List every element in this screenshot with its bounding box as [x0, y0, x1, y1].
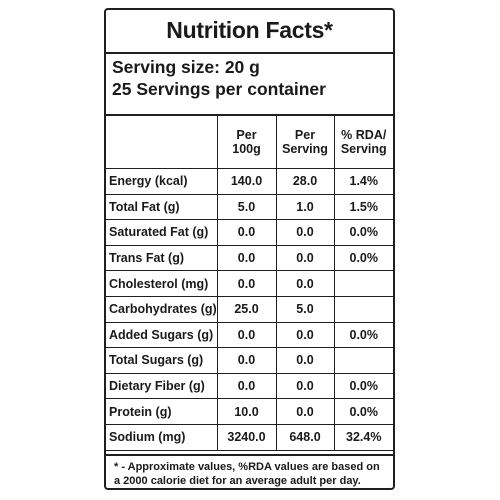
value-rda: 1.4% [333, 168, 393, 195]
header-nutrient [106, 116, 218, 169]
value-per-serving: 5.0 [275, 295, 335, 323]
nutrient-name: Protein (g) [106, 398, 218, 425]
value-rda: 0.0% [333, 321, 393, 349]
value-per-100g: 140.0 [216, 168, 277, 195]
footnote: * - Approximate values, %RDA values are … [114, 461, 380, 487]
nutrient-name: Carbohydrates (g) [106, 295, 218, 323]
value-per-serving: 0.0 [275, 270, 335, 297]
value-per-100g: 0.0 [216, 321, 277, 349]
value-per-100g: 0.0 [216, 244, 277, 272]
table-row: Total Fat (g) 5.0 1.0 1.5% [106, 193, 393, 221]
table-row: Cholesterol (mg) 0.0 0.0 [106, 270, 393, 297]
value-per-100g: 0.0 [216, 347, 277, 374]
nutrient-name: Total Sugars (g) [106, 347, 218, 374]
value-rda [333, 295, 393, 323]
value-rda: 0.0% [333, 398, 393, 425]
table-header-row: Per 100g Per Serving % RDA/ Serving [106, 116, 393, 169]
value-per-100g: 5.0 [216, 193, 277, 221]
divider [106, 114, 393, 116]
nutrient-name: Total Fat (g) [106, 193, 218, 221]
value-per-100g: 25.0 [216, 295, 277, 323]
value-per-serving: 1.0 [275, 193, 335, 221]
value-rda: 0.0% [333, 219, 393, 246]
serving-size: Serving size: 20 g [112, 57, 260, 77]
value-per-100g: 10.0 [216, 398, 277, 425]
table-row: Carbohydrates (g) 25.0 5.0 [106, 295, 393, 323]
nutrient-name: Sodium (mg) [106, 423, 218, 451]
table-row: Added Sugars (g) 0.0 0.0 0.0% [106, 321, 393, 349]
value-per-serving: 0.0 [275, 244, 335, 272]
value-rda: 0.0% [333, 372, 393, 400]
header-per-100g: Per 100g [216, 116, 277, 169]
nutrition-table: Per 100g Per Serving % RDA/ Serving Ener… [106, 116, 393, 451]
value-rda [333, 270, 393, 297]
divider [106, 454, 393, 456]
header-rda-serving: % RDA/ Serving [333, 116, 393, 169]
value-per-serving: 0.0 [275, 219, 335, 246]
nutrient-name: Saturated Fat (g) [106, 219, 218, 246]
value-per-serving: 648.0 [275, 423, 335, 451]
header-per-serving: Per Serving [275, 116, 335, 169]
panel-title: Nutrition Facts* [166, 17, 333, 43]
table-row: Protein (g) 10.0 0.0 0.0% [106, 398, 393, 425]
table-row: Trans Fat (g) 0.0 0.0 0.0% [106, 244, 393, 272]
table-row: Energy (kcal) 140.0 28.0 1.4% [106, 168, 393, 195]
nutrient-name: Energy (kcal) [106, 168, 218, 195]
value-rda [333, 347, 393, 374]
table-row: Sodium (mg) 3240.0 648.0 32.4% [106, 423, 393, 451]
value-per-serving: 28.0 [275, 168, 335, 195]
value-per-100g: 0.0 [216, 219, 277, 246]
nutrient-name: Cholesterol (mg) [106, 270, 218, 297]
value-per-serving: 0.0 [275, 372, 335, 400]
nutrient-name: Trans Fat (g) [106, 244, 218, 272]
servings-per-container: 25 Servings per container [112, 79, 326, 99]
value-per-100g: 3240.0 [216, 423, 277, 451]
value-per-100g: 0.0 [216, 270, 277, 297]
table-row: Saturated Fat (g) 0.0 0.0 0.0% [106, 219, 393, 246]
nutrient-name: Dietary Fiber (g) [106, 372, 218, 400]
value-per-100g: 0.0 [216, 372, 277, 400]
divider [106, 52, 393, 54]
nutrition-facts-panel: Nutrition Facts* Serving size: 20 g 25 S… [104, 8, 395, 490]
nutrient-name: Added Sugars (g) [106, 321, 218, 349]
value-per-serving: 0.0 [275, 347, 335, 374]
value-rda: 1.5% [333, 193, 393, 221]
value-per-serving: 0.0 [275, 398, 335, 425]
table-row: Total Sugars (g) 0.0 0.0 [106, 347, 393, 374]
value-per-serving: 0.0 [275, 321, 335, 349]
value-rda: 32.4% [333, 423, 393, 451]
table-row: Dietary Fiber (g) 0.0 0.0 0.0% [106, 372, 393, 400]
value-rda: 0.0% [333, 244, 393, 272]
serving-info: Serving size: 20 g 25 Servings per conta… [112, 56, 326, 100]
